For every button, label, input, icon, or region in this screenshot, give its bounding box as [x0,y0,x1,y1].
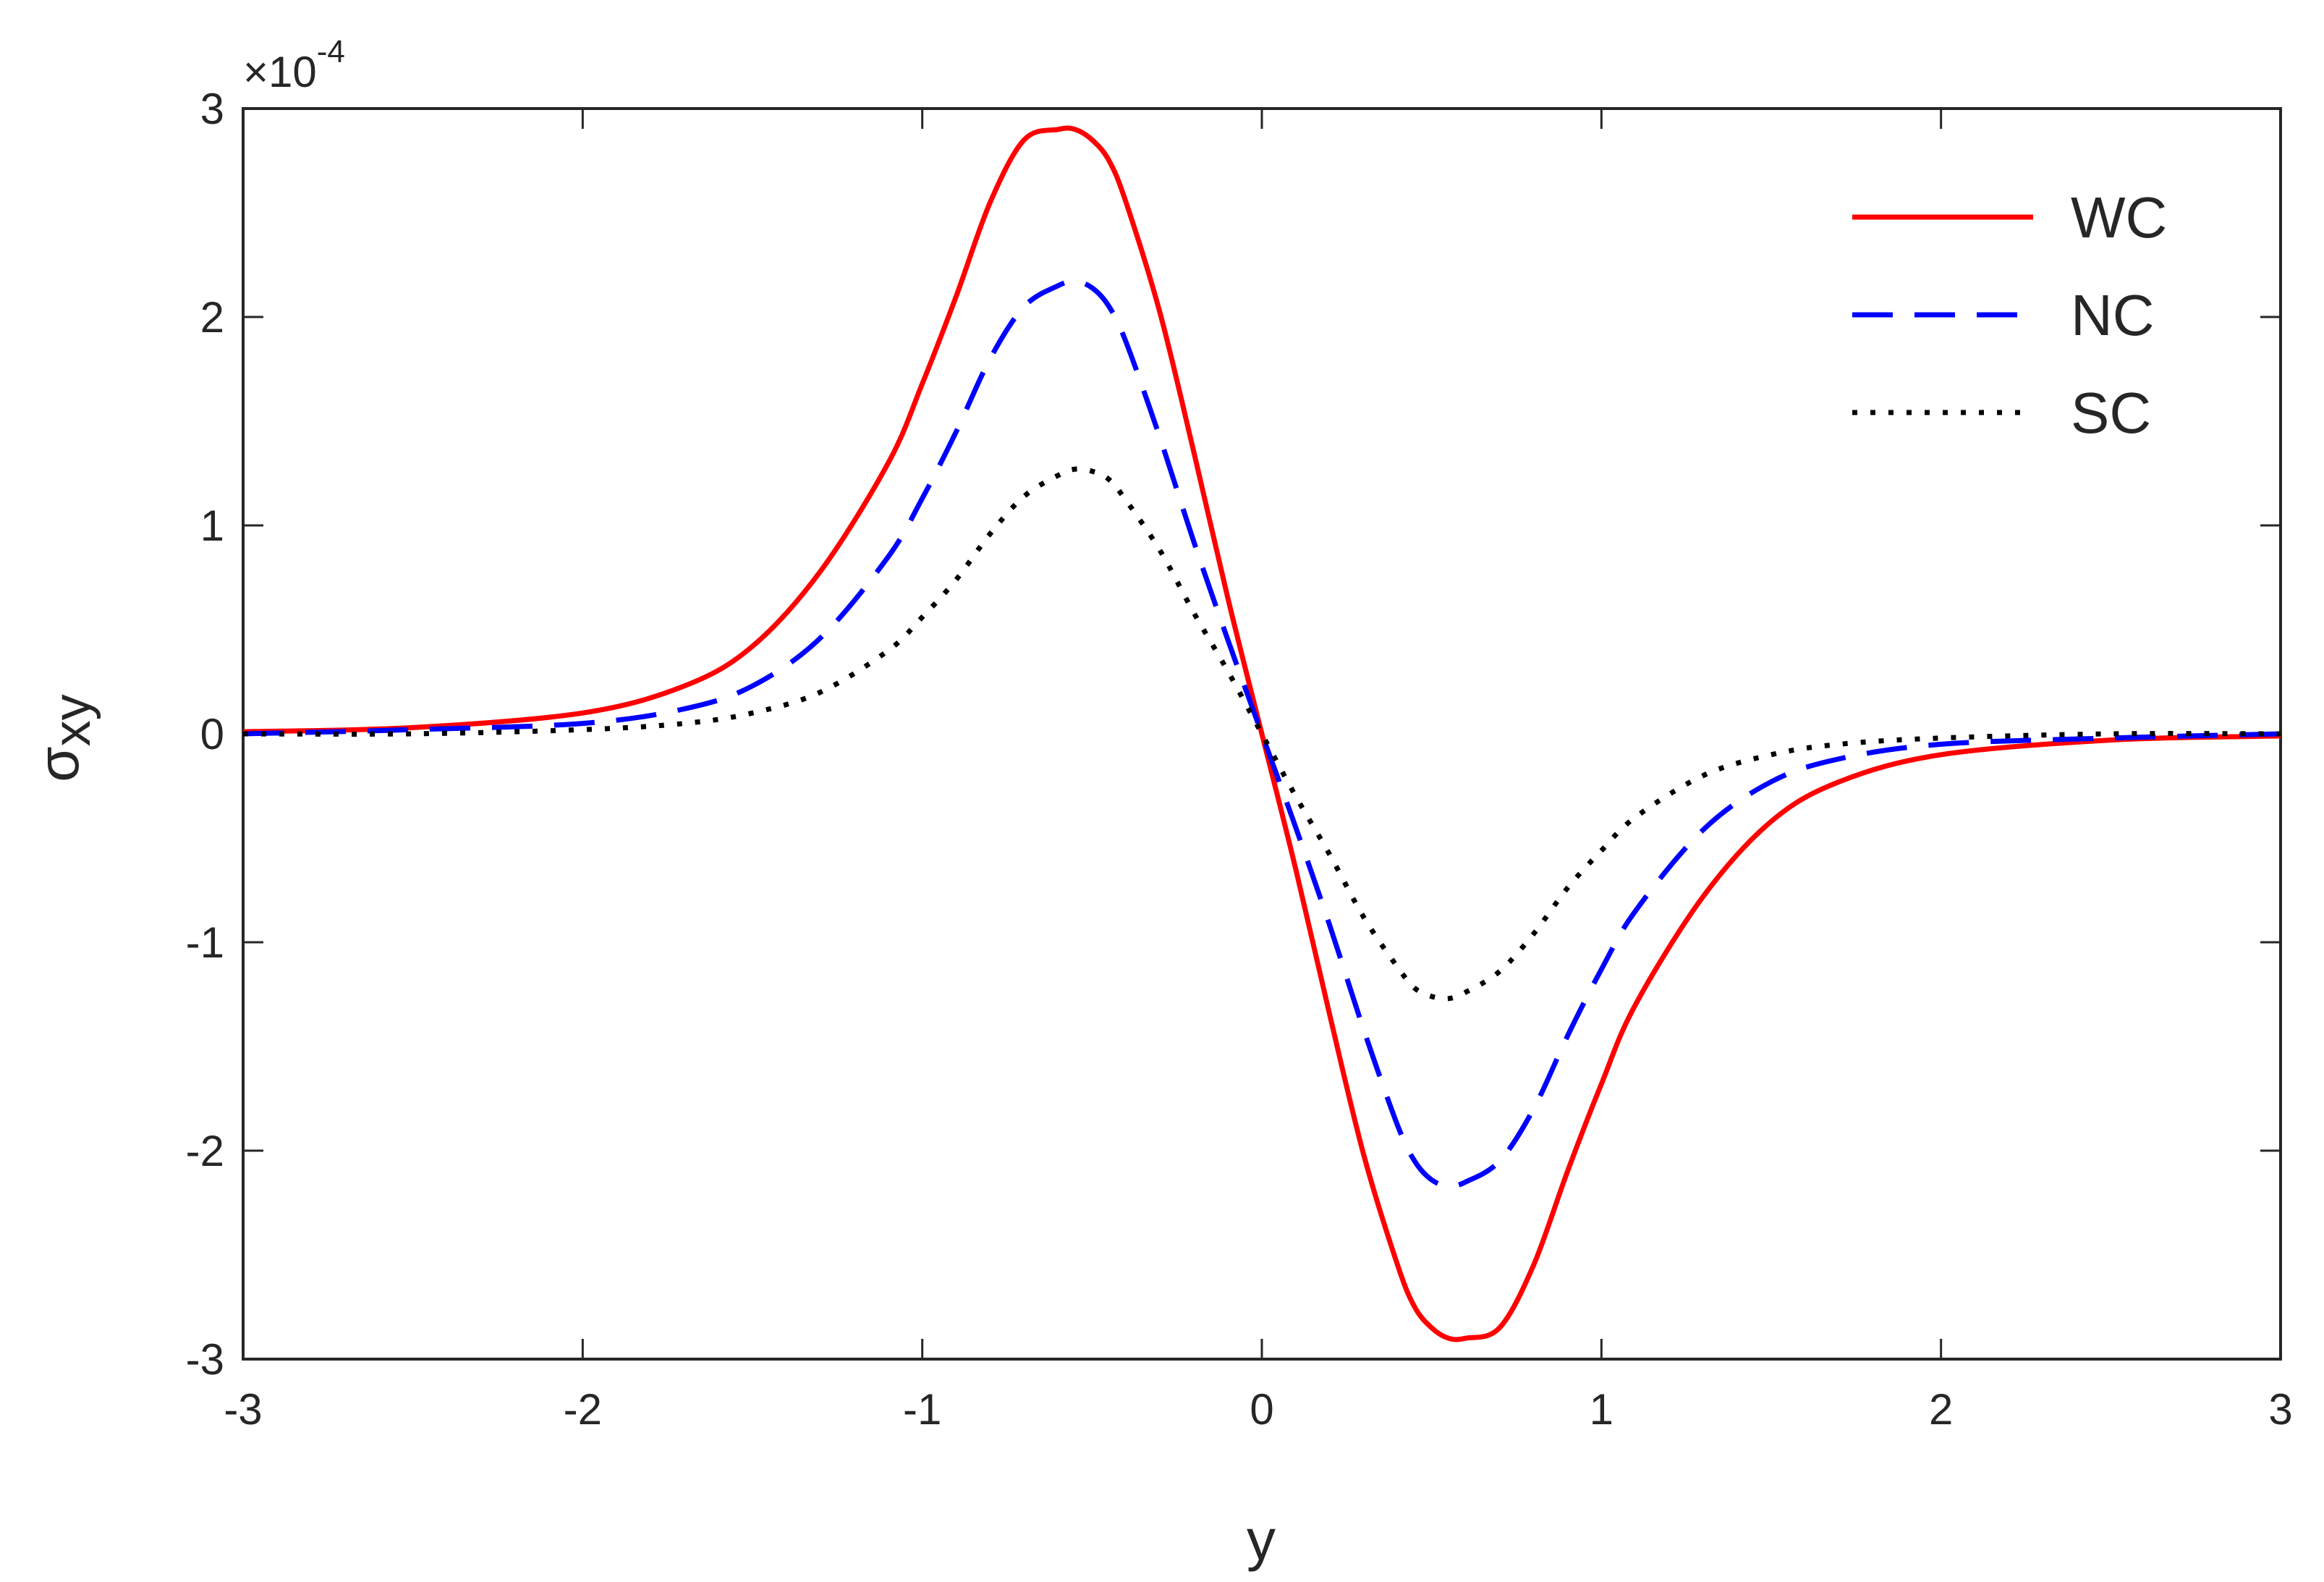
x-tick-label: -2 [564,1385,602,1434]
series-line-nc [242,279,2281,1189]
x-tick-label: 1 [1590,1385,1613,1434]
y-scale-label: ×10-4 [243,34,345,96]
svg-text:σxy: σxy [26,694,101,782]
x-tick-label: 2 [1929,1385,1953,1434]
y-tick-label: 3 [200,85,224,133]
y-axis-label: σxy [26,694,101,782]
y-tick-label: -1 [186,918,224,967]
x-tick-label: 3 [2268,1385,2292,1434]
legend-label-sc: SC [2071,381,2151,445]
x-tick-label: -1 [903,1385,941,1434]
x-tick-label: 0 [1250,1385,1273,1434]
y-axis-symbol: σ [26,746,90,782]
series-line-wc [242,125,2281,1342]
y-scale-base: ×10 [243,48,317,96]
x-axis-label: y [1247,1507,1276,1572]
axis-ticks: -3 -2 -1 0 1 2 3 -3 -2 -1 0 1 2 3 [186,85,2293,1434]
y-tick-label: -2 [186,1127,224,1175]
y-tick-label: 2 [200,293,224,342]
y-axis-subscript: xy [43,694,101,746]
series-layer [242,125,2281,1342]
x-tick-label: -3 [224,1385,262,1434]
y-tick-label: -3 [186,1335,224,1384]
y-tick-label: 0 [200,710,224,758]
legend-label-wc: WC [2071,185,2167,250]
y-tick-label: 1 [200,502,224,550]
legend-label-nc: NC [2071,283,2155,347]
legend: WC NC SC [1852,185,2167,445]
y-scale-exponent: -4 [317,34,345,69]
